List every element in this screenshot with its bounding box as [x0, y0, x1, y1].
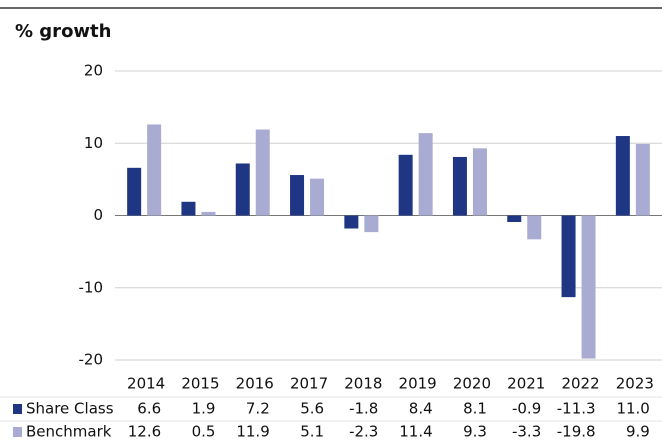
table-value: 11.0 [616, 400, 649, 418]
bar [255, 129, 270, 216]
bar [452, 156, 467, 216]
bar [235, 163, 250, 216]
y-tick-label: -10 [79, 278, 104, 296]
table-value: -3.3 [512, 423, 541, 441]
bar [507, 215, 522, 223]
legend-label: Benchmark [26, 423, 112, 441]
x-tick-label: 2015 [181, 375, 219, 393]
x-tick-label: 2022 [561, 375, 599, 393]
table-value: 5.1 [300, 423, 324, 441]
table-value: 1.9 [192, 400, 216, 418]
chart-title: % growth [15, 21, 111, 42]
table-value: 9.9 [626, 423, 650, 441]
table-value: 7.2 [246, 400, 270, 418]
bar [635, 143, 650, 216]
table-value: 0.5 [192, 423, 216, 441]
table-value: 11.4 [399, 423, 432, 441]
y-tick-label: 20 [84, 62, 103, 80]
bar [364, 215, 379, 233]
table-value: -11.3 [557, 400, 596, 418]
legend-swatch [13, 427, 22, 437]
bar [561, 215, 576, 298]
x-tick-label: 2023 [616, 375, 654, 393]
x-tick-label: 2017 [290, 375, 328, 393]
bar [615, 136, 630, 216]
table-value: -19.8 [557, 423, 596, 441]
bar [201, 211, 216, 216]
bar [472, 148, 487, 216]
bar [310, 178, 325, 216]
x-tick-label: 2016 [236, 375, 274, 393]
table-value: 8.1 [463, 400, 487, 418]
bar [344, 215, 359, 229]
bar [181, 201, 196, 216]
bar [290, 175, 305, 216]
table-value: -0.9 [512, 400, 541, 418]
legend-swatch [13, 404, 22, 414]
bar [398, 154, 413, 216]
x-tick-label: 2018 [344, 375, 382, 393]
table-value: 5.6 [300, 400, 324, 418]
table-value: -1.8 [349, 400, 378, 418]
x-tick-label: 2020 [453, 375, 491, 393]
table-value: 9.3 [463, 423, 487, 441]
legend-label: Share Class [26, 400, 114, 418]
bar [581, 215, 596, 359]
table-value: -2.3 [349, 423, 378, 441]
x-tick-label: 2021 [507, 375, 545, 393]
y-tick-label: -20 [79, 351, 104, 369]
y-tick-label: 0 [93, 206, 103, 224]
table-value: 6.6 [137, 400, 161, 418]
table-value: 11.9 [236, 423, 269, 441]
bar [418, 133, 433, 216]
table-value: 8.4 [409, 400, 433, 418]
x-tick-label: 2019 [399, 375, 437, 393]
bar [127, 167, 142, 216]
bar [527, 215, 542, 240]
x-tick-label: 2014 [127, 375, 165, 393]
table-value: 12.6 [128, 423, 161, 441]
bar [147, 124, 162, 216]
y-tick-label: 10 [84, 134, 103, 152]
